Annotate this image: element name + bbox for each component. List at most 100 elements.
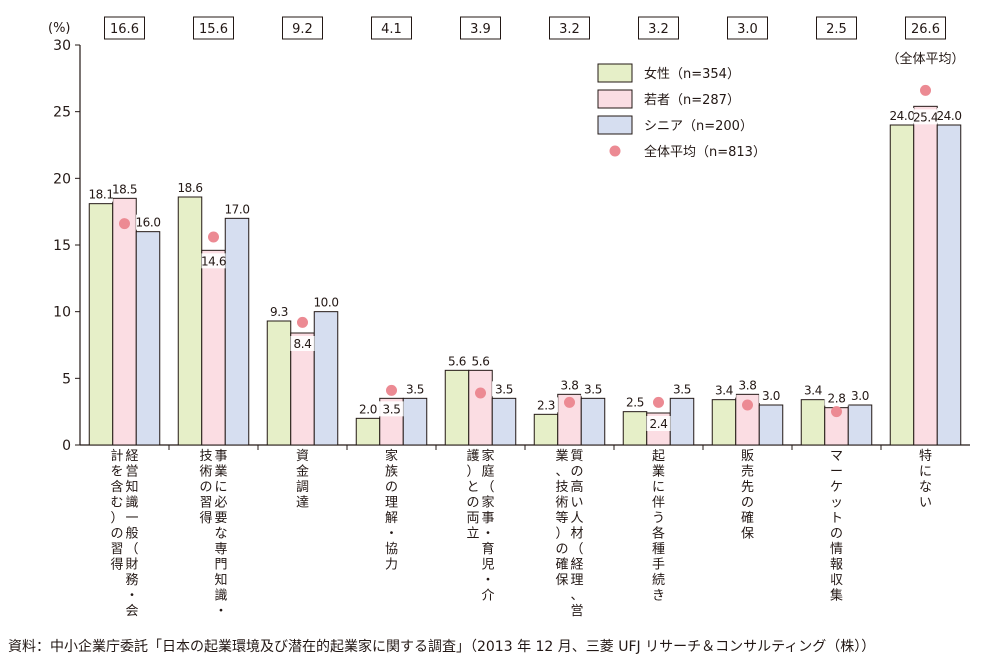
category-label-char: 手 (652, 558, 665, 573)
category-label-char: 理 (385, 496, 398, 511)
category-label: 経営知識一般（財務・会 (125, 449, 138, 619)
value-label: 3.5 (495, 382, 513, 396)
y-tick-label: 30 (53, 38, 71, 54)
bar-senior (847, 404, 873, 446)
bar-young (201, 249, 226, 446)
category-label-char: ト (830, 511, 843, 526)
category-label-char: （ (570, 542, 583, 557)
category-label-char: ・ (481, 527, 494, 542)
category-label-char: 術 (555, 496, 568, 511)
average-box-label: 2.5 (826, 22, 847, 37)
average-box (905, 16, 946, 40)
category-label-char: 報 (830, 558, 843, 573)
bar-female (622, 411, 648, 446)
value-label-bg (534, 397, 558, 413)
category-label-char: 護 (466, 448, 479, 464)
category-label: 家庭（家事・育児・介 (481, 448, 494, 604)
category-label-char: 務 (125, 573, 138, 588)
value-label-bg (225, 201, 249, 217)
value-label-bg (581, 381, 605, 397)
category-label: 護）との両立 (466, 448, 479, 542)
category-label-char: 族 (385, 464, 398, 480)
average-box (549, 16, 590, 40)
category-label-char: 情 (830, 542, 843, 557)
category-label-char: 達 (296, 496, 309, 511)
category-label-char: 、 (570, 589, 583, 604)
value-label: 3.0 (851, 389, 869, 403)
value-label: 24.0 (936, 109, 961, 123)
value-label-bg (735, 377, 760, 393)
average-marker (297, 316, 308, 328)
category-label-char: 先 (741, 480, 754, 495)
bar-female (444, 369, 470, 446)
category-label-char: 経 (125, 449, 138, 464)
category-label-char: 協 (385, 542, 398, 557)
category-label-char: 介 (481, 589, 494, 604)
category-label-char: 識 (214, 589, 227, 604)
category-label-char: の (466, 496, 479, 511)
category-label-char: 保 (555, 573, 568, 588)
average-note: （全体平均） (886, 51, 964, 67)
y-tick-label: 15 (53, 238, 71, 254)
category-label: 販売先の確保 (741, 449, 754, 542)
average-box-label: 3.2 (559, 22, 580, 37)
bar-senior (580, 397, 606, 446)
value-label: 16.0 (135, 216, 160, 230)
chart: 0 5 10 15 20 25 30 (%) 18.118.5 16.0 18.6 14.6 17.0 9… (48, 16, 970, 619)
value-label: 17.0 (224, 202, 249, 216)
average-marker (831, 406, 842, 418)
category-label-char: な (214, 527, 227, 542)
category-label-char: 含 (110, 479, 123, 495)
category-label-char: 事 (214, 449, 227, 464)
category-label-char: 販 (741, 449, 754, 464)
value-label: 3.5 (383, 402, 401, 416)
category-label-char: 計 (110, 448, 123, 464)
category-label: 質の高い人材（経理、営 (570, 449, 583, 619)
category-label-char: 解 (385, 511, 398, 526)
bar-senior (224, 217, 250, 446)
average-box (727, 16, 768, 40)
category-label-char: 育 (481, 541, 494, 557)
bar-senior (758, 404, 784, 446)
value-label: 18.6 (177, 181, 202, 195)
value-label: 3.8 (739, 378, 757, 392)
average-marker (564, 396, 575, 408)
category-label-char: な (919, 480, 932, 495)
value-label: 9.3 (270, 305, 288, 319)
bar-female (177, 196, 203, 446)
average-box-label: 4.1 (381, 22, 402, 37)
bar-female (533, 413, 559, 446)
category-label-char: 技 (555, 480, 568, 495)
category-label-char: 知 (125, 479, 138, 495)
legend-label: 全体平均（n=813） (644, 144, 766, 160)
value-label: 5.6 (472, 354, 490, 368)
value-label: 3.5 (406, 382, 424, 396)
category-label-char: ） (466, 465, 479, 480)
category-label-char: の (830, 527, 843, 542)
average-box (282, 16, 323, 40)
bar-young (112, 197, 137, 446)
category-label-char: 起 (652, 449, 665, 464)
category-label-char: 保 (741, 527, 754, 542)
value-label-bg (314, 294, 338, 310)
value-label: 3.5 (584, 382, 602, 396)
average-box (816, 16, 857, 40)
bar-female (266, 320, 292, 446)
bar-senior (936, 124, 962, 446)
category-label-char: 人 (570, 511, 583, 526)
value-label-bg (937, 108, 961, 123)
bar-senior (491, 397, 517, 446)
average-marker (920, 84, 931, 96)
category-label-char: 般 (125, 526, 138, 542)
average-box-label: 9.2 (292, 22, 313, 37)
category-label-char: 庭 (481, 464, 494, 480)
bar-female (800, 399, 826, 446)
bar-female (889, 124, 915, 446)
category-label-char: 立 (466, 527, 479, 542)
category-label-char: 得 (199, 510, 212, 526)
category-label: 技術の習得 (199, 449, 212, 526)
category-label-char: 各 (652, 526, 665, 542)
category-label-char: ） (555, 527, 568, 542)
category-label-char: 家 (481, 495, 494, 511)
category-label-char: 得 (110, 557, 123, 573)
